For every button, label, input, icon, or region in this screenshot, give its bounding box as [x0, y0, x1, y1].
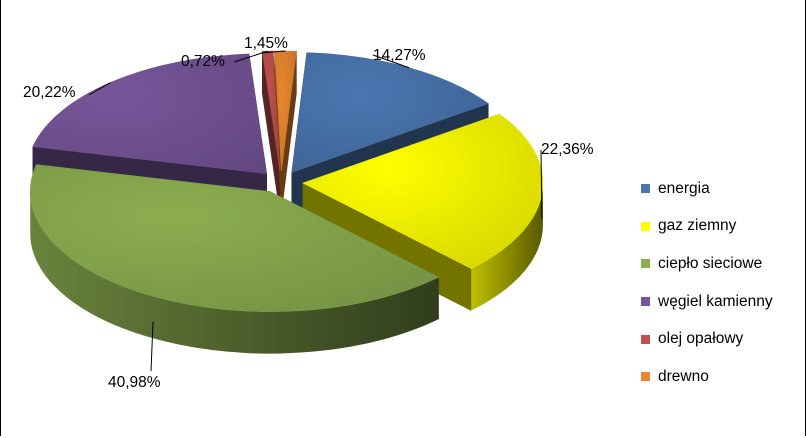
pie-slice-olej-opalowy [261, 50, 281, 172]
data-label-energia: 14,27% [373, 47, 426, 64]
legend-swatch-olej-opalowy [641, 334, 650, 344]
legend-label-cieplo-sieciowe: ciepło sieciowe [658, 254, 763, 272]
legend-swatch-gaz-ziemny [641, 221, 650, 231]
legend-item-energia: energia [641, 170, 803, 208]
data-label-wegiel-kamienny: 20,22% [23, 84, 76, 101]
data-label-olej-opalowy: 0,72% [181, 53, 225, 70]
legend-swatch-energia [641, 184, 650, 194]
legend-item-olej-opalowy: olej opałowy [641, 320, 803, 358]
legend: energia gaz ziemny ciepło sieciowe węgie… [641, 170, 803, 396]
pie-slice-wall-gaz-ziemny [471, 183, 543, 311]
leader-line-gaz-ziemny [540, 149, 543, 220]
data-label-cieplo-sieciowe: 40,98% [108, 374, 161, 391]
leader-line-cieplo-sieciowe [150, 321, 154, 372]
pie-slice-wall-cieplo-sieciowe [30, 191, 439, 354]
leader-line-wegiel-kamienny [88, 82, 111, 96]
legend-label-drewno: drewno [658, 367, 709, 385]
legend-swatch-drewno [641, 372, 650, 382]
legend-item-cieplo-sieciowe: ciepło sieciowe [641, 245, 803, 283]
legend-label-energia: energia [658, 179, 710, 197]
pie-tops [29, 50, 544, 312]
legend-item-gaz-ziemny: gaz ziemny [641, 208, 803, 246]
legend-label-olej-opalowy: olej opałowy [658, 330, 744, 348]
legend-swatch-wegiel-kamienny [641, 297, 650, 307]
data-labels: 14,27% 22,36% 40,98% 20,22% 0,72% 1,45% [23, 35, 594, 391]
legend-item-drewno: drewno [641, 358, 803, 396]
leader-line-drewno [260, 50, 286, 54]
data-label-drewno: 1,45% [244, 35, 288, 52]
data-label-gaz-ziemny: 22,36% [541, 141, 594, 158]
legend-swatch-cieplo-sieciowe [641, 259, 650, 269]
legend-label-gaz-ziemny: gaz ziemny [658, 217, 737, 235]
pie-slice-cieplo-sieciowe [29, 164, 440, 312]
legend-label-wegiel-kamienny: węgiel kamienny [658, 292, 773, 310]
leader-line-energia [372, 54, 410, 69]
legend-item-wegiel-kamienny: węgiel kamienny [641, 283, 803, 321]
